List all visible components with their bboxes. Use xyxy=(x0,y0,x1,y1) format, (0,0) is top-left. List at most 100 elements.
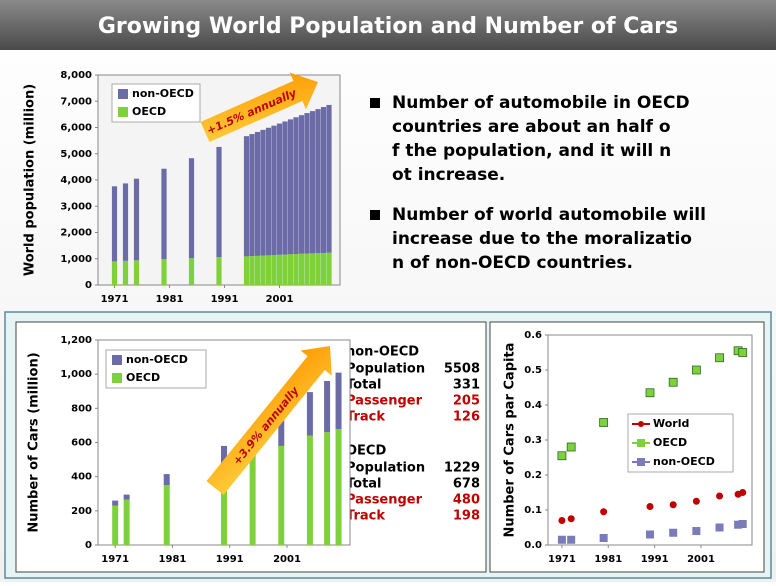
bar-segment xyxy=(243,136,250,257)
arrow-shape xyxy=(206,345,332,495)
bar-segment xyxy=(133,260,140,285)
bar-segment xyxy=(216,257,222,285)
stats-label: Track xyxy=(346,410,385,425)
legend-swatch xyxy=(118,89,128,99)
bullet-line: countries are about an half o xyxy=(392,117,671,137)
y-tick-label: 6,000 xyxy=(60,123,92,134)
stats-value: 198 xyxy=(453,509,480,524)
bar-segment xyxy=(122,260,129,285)
x-tick-label: 1981 xyxy=(594,554,622,565)
x-tick-label: 1981 xyxy=(156,294,184,305)
bullet-line: f the population, and it will n xyxy=(392,141,671,161)
legend-swatch xyxy=(112,373,122,383)
legend-label: non-OECD xyxy=(132,87,194,100)
stats-group-title: OECD xyxy=(346,444,386,459)
bar-segment xyxy=(265,127,272,256)
stats: non-OECD Population 5508 Total 331 Passenger 2… xyxy=(346,345,480,524)
bar-segment xyxy=(221,465,227,545)
bar-segment xyxy=(221,445,227,466)
bullet-text: Number of automobile in OECD countries ar… xyxy=(392,93,690,185)
bar-segment xyxy=(306,392,313,436)
stats-label: Passenger xyxy=(346,493,423,508)
y-axis-label: World population (million) xyxy=(23,84,38,276)
point xyxy=(734,520,743,529)
bar-segment xyxy=(111,186,118,262)
stats-value: 331 xyxy=(453,378,480,393)
legend-label: non-OECD xyxy=(126,353,188,366)
point xyxy=(715,353,724,363)
x-tick-label: 1971 xyxy=(101,294,129,305)
x-tick-label: 1991 xyxy=(641,554,669,565)
stats-value: 1229 xyxy=(444,461,480,476)
stats-label: Track xyxy=(346,509,385,524)
bar-segment xyxy=(315,253,321,285)
bullet-line: Number of automobile in OECD xyxy=(392,93,690,113)
y-tick-label: 600 xyxy=(71,438,92,449)
point xyxy=(691,365,701,375)
x-tick-label: 1971 xyxy=(101,554,129,565)
bar-segment xyxy=(287,254,294,285)
point xyxy=(566,442,576,452)
y-axis-label: Number of Cars (million) xyxy=(27,352,42,532)
point xyxy=(738,520,747,528)
bar-segment xyxy=(276,254,283,285)
stats-label: Total xyxy=(346,378,382,393)
point xyxy=(646,503,654,510)
bar-segment xyxy=(249,456,256,545)
bar-segment xyxy=(320,107,327,253)
bar-segment xyxy=(326,252,332,285)
arrow-shape xyxy=(200,72,318,143)
bar-segment xyxy=(163,474,170,486)
stats-value: 678 xyxy=(453,477,480,492)
slide-title: Growing World Population and Number of C… xyxy=(98,14,678,39)
point xyxy=(668,377,678,387)
bar-segment xyxy=(249,134,255,257)
bullet-text: Number of world automobile will increase … xyxy=(392,205,706,273)
bar-segment xyxy=(306,435,313,545)
point xyxy=(692,497,700,505)
point xyxy=(599,418,609,427)
bar-segment xyxy=(304,253,310,285)
bar-segment xyxy=(335,429,342,545)
y-axis-label: Number of Cars par Capita xyxy=(503,343,518,538)
bar-segment xyxy=(304,113,310,254)
x-tick-label: 1981 xyxy=(159,554,187,565)
bar-segment xyxy=(278,445,285,545)
bar-segment xyxy=(298,115,305,254)
point xyxy=(600,508,608,516)
bar-segment xyxy=(260,255,266,285)
bar-segment xyxy=(315,109,321,254)
bar-segment xyxy=(278,415,285,446)
point xyxy=(599,534,608,542)
legend-swatch xyxy=(112,355,122,365)
bar-segment xyxy=(188,158,195,259)
stats-label: Population xyxy=(346,461,425,476)
bar-segment xyxy=(161,168,167,260)
point xyxy=(567,515,575,523)
bar-segment xyxy=(271,125,277,256)
bar-segment xyxy=(111,261,118,285)
stats-label: Population xyxy=(346,362,425,377)
y-tick-label: 8,000 xyxy=(60,70,92,81)
bar-segment xyxy=(320,252,327,285)
bar-segment xyxy=(216,146,222,258)
point xyxy=(557,535,566,544)
y-tick-label: 7,000 xyxy=(60,96,92,107)
bar-segment xyxy=(326,104,332,253)
point xyxy=(558,517,566,524)
bar-segment xyxy=(276,123,283,255)
point xyxy=(669,501,677,509)
y-tick-label: 2,000 xyxy=(60,228,92,239)
y-tick-label: 3,000 xyxy=(60,201,92,212)
bar-segment xyxy=(324,381,331,433)
legend-marker xyxy=(637,458,645,466)
y-tick-label: 1,000 xyxy=(60,254,92,265)
bar-segment xyxy=(243,256,250,285)
y-tick-label: 0.2 xyxy=(524,470,542,481)
point xyxy=(739,489,747,496)
point xyxy=(716,492,724,500)
legend-label: OECD xyxy=(132,105,166,118)
bullet-line: Number of world automobile will xyxy=(392,205,706,225)
y-tick-label: 1,000 xyxy=(60,369,92,380)
